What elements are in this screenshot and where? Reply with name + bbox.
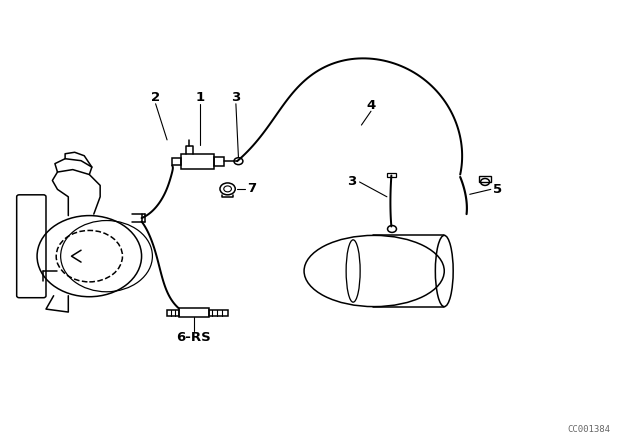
Text: 1: 1	[196, 91, 205, 104]
Text: 7: 7	[246, 182, 256, 195]
Bar	[209, 310, 228, 315]
Bar	[214, 157, 225, 166]
Text: 3: 3	[231, 91, 241, 104]
Bar	[179, 308, 209, 317]
Bar	[172, 158, 181, 164]
Text: 4: 4	[366, 99, 376, 112]
Text: CC001384: CC001384	[567, 425, 610, 434]
Bar	[387, 173, 396, 177]
Bar	[181, 154, 214, 168]
Bar	[167, 310, 179, 315]
Text: 5: 5	[493, 183, 502, 196]
Text: 6-RS: 6-RS	[177, 331, 211, 344]
Text: 2: 2	[151, 91, 160, 104]
Text: 3: 3	[348, 176, 356, 189]
Bar	[479, 176, 491, 182]
